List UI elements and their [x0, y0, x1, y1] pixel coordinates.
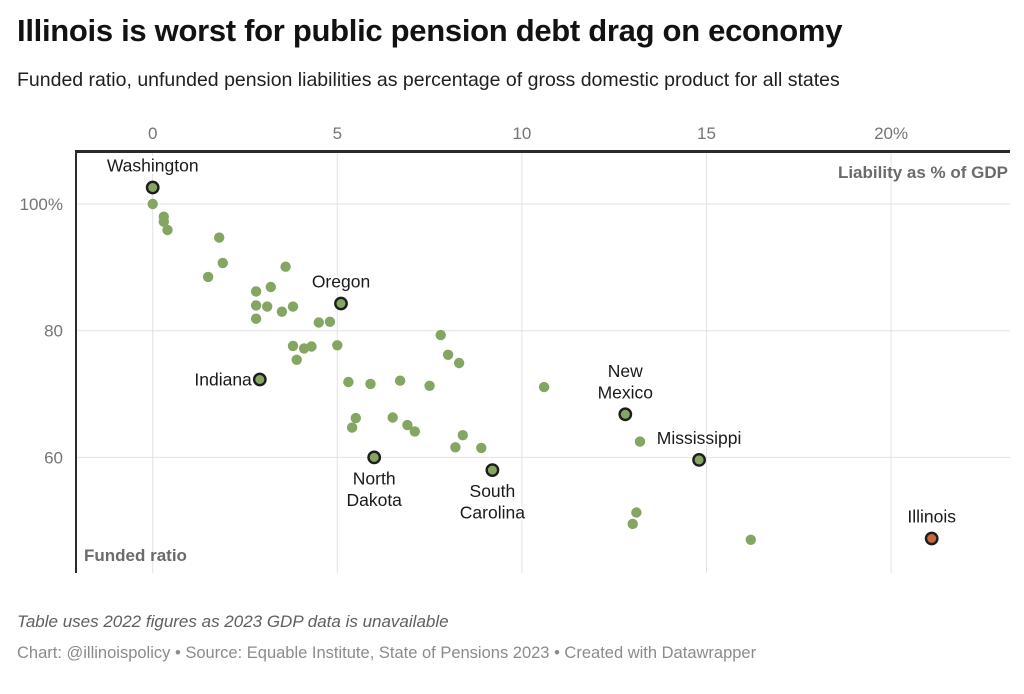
- data-point-mississippi[interactable]: [692, 452, 706, 467]
- y-tick-label: 80: [44, 322, 63, 341]
- chart-subtitle: Funded ratio, unfunded pension liabiliti…: [17, 69, 840, 91]
- data-point[interactable]: [291, 354, 302, 365]
- data-point[interactable]: [250, 313, 262, 324]
- data-point[interactable]: [250, 286, 262, 297]
- data-point[interactable]: [365, 378, 376, 390]
- data-point[interactable]: [387, 412, 398, 423]
- data-point[interactable]: [306, 341, 317, 352]
- data-point[interactable]: [280, 261, 291, 272]
- state-label-oregon: Oregon: [312, 272, 370, 292]
- state-label-indiana: Indiana: [194, 370, 252, 390]
- data-point[interactable]: [276, 306, 288, 317]
- data-point[interactable]: [332, 340, 343, 351]
- data-point[interactable]: [442, 349, 454, 360]
- data-point[interactable]: [402, 419, 413, 431]
- credit-line: Chart: @illinoispolicy • Source: Equable…: [17, 644, 757, 662]
- data-point-new-mexico[interactable]: [618, 407, 633, 422]
- data-point[interactable]: [162, 224, 173, 236]
- data-point[interactable]: [409, 426, 420, 437]
- data-point[interactable]: [476, 442, 487, 454]
- state-label-north-dakota: Dakota: [346, 490, 402, 510]
- x-tick-label: 5: [333, 124, 342, 143]
- data-point[interactable]: [634, 436, 646, 447]
- data-point-south-carolina[interactable]: [485, 463, 500, 477]
- data-point[interactable]: [538, 381, 550, 393]
- data-point[interactable]: [457, 430, 468, 441]
- data-point[interactable]: [453, 357, 465, 369]
- data-point-indiana[interactable]: [252, 372, 267, 387]
- state-label-south-carolina: South: [470, 481, 516, 501]
- data-point-washington[interactable]: [145, 180, 160, 195]
- state-label-illinois: Illinois: [907, 507, 956, 527]
- data-point[interactable]: [435, 329, 446, 341]
- data-point[interactable]: [324, 316, 336, 327]
- data-point[interactable]: [265, 281, 276, 293]
- footnote: Table uses 2022 figures as 2023 GDP data…: [17, 612, 449, 631]
- data-point[interactable]: [313, 317, 324, 328]
- chart-title: Illinois is worst for public pension deb…: [17, 13, 843, 48]
- y-tick-label: 100%: [20, 195, 63, 214]
- data-point[interactable]: [217, 257, 228, 269]
- y-axis-title: Funded ratio: [84, 546, 187, 565]
- data-point[interactable]: [350, 412, 361, 424]
- data-point[interactable]: [627, 518, 638, 530]
- state-label-north-dakota: North: [353, 468, 396, 488]
- data-point[interactable]: [346, 422, 358, 433]
- data-point[interactable]: [147, 198, 158, 210]
- x-tick-label: 0: [148, 124, 157, 143]
- data-point[interactable]: [631, 507, 642, 518]
- state-label-washington: Washington: [107, 156, 199, 176]
- state-label-new-mexico: Mexico: [598, 382, 653, 402]
- data-point-oregon[interactable]: [334, 296, 348, 311]
- data-point[interactable]: [450, 442, 461, 453]
- data-point[interactable]: [287, 301, 299, 312]
- state-label-south-carolina: Carolina: [460, 503, 525, 523]
- data-point[interactable]: [158, 216, 169, 227]
- data-point[interactable]: [343, 376, 354, 388]
- data-point[interactable]: [202, 271, 214, 283]
- data-point-north-dakota[interactable]: [367, 450, 382, 465]
- x-axis-title: Liability as % of GDP: [837, 163, 1008, 182]
- data-point[interactable]: [424, 380, 435, 391]
- data-point[interactable]: [250, 300, 262, 311]
- x-tick-label: 20%: [874, 124, 908, 143]
- state-label-new-mexico: New: [608, 361, 643, 381]
- data-point[interactable]: [262, 301, 273, 312]
- y-tick-label: 60: [44, 448, 63, 467]
- x-tick-label: 15: [697, 124, 716, 143]
- data-point-illinois[interactable]: [924, 531, 939, 546]
- state-label-mississippi: Mississippi: [657, 428, 742, 448]
- x-tick-label: 10: [512, 124, 531, 143]
- data-point[interactable]: [214, 232, 225, 243]
- data-point[interactable]: [745, 534, 756, 545]
- data-point[interactable]: [287, 340, 299, 352]
- data-point[interactable]: [394, 375, 406, 386]
